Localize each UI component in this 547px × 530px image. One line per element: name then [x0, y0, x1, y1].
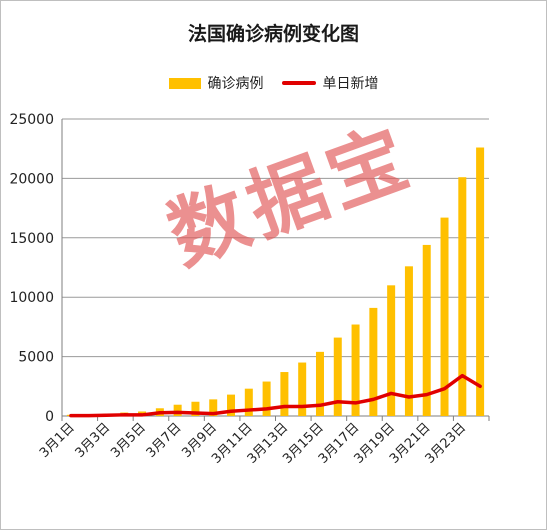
y-tick-label: 5000	[18, 350, 54, 366]
bar	[333, 337, 342, 416]
bar	[173, 404, 182, 416]
chart-legend: 确诊病例 单日新增	[1, 73, 546, 93]
chart-title: 法国确诊病例变化图	[187, 23, 359, 45]
y-tick-label: 10000	[9, 290, 54, 306]
bar	[422, 244, 431, 416]
bar	[191, 401, 200, 416]
y-tick-label: 20000	[9, 171, 54, 187]
legend-swatch-daily-new	[281, 81, 316, 85]
bar	[351, 324, 360, 416]
bar	[476, 147, 485, 416]
x-tick-label: 3月5日	[108, 420, 149, 461]
bar	[404, 266, 413, 416]
legend-item-daily-new: 单日新增	[281, 73, 379, 93]
x-tick-label: 3月1日	[37, 420, 78, 461]
bar	[244, 388, 253, 416]
bar	[262, 381, 271, 416]
bar	[209, 399, 218, 416]
legend-swatch-confirmed	[168, 77, 201, 89]
series-line-daily-new	[69, 373, 482, 418]
x-tick-label: 3月3日	[73, 420, 114, 461]
bar	[298, 362, 307, 416]
x-tick-label: 3月7日	[144, 420, 185, 461]
bar	[458, 177, 467, 416]
bar	[387, 285, 396, 416]
y-tick-label: 0	[45, 409, 54, 425]
legend-label-daily-new: 单日新增	[322, 76, 379, 92]
bar	[315, 351, 324, 416]
y-tick-label: 15000	[9, 231, 54, 247]
bar	[227, 394, 236, 416]
bar	[440, 217, 449, 416]
bar	[369, 307, 378, 416]
legend-label-confirmed: 确诊病例	[207, 76, 264, 92]
y-tick-label: 25000	[9, 112, 54, 128]
bar	[280, 372, 289, 416]
legend-item-confirmed: 确诊病例	[168, 73, 264, 93]
